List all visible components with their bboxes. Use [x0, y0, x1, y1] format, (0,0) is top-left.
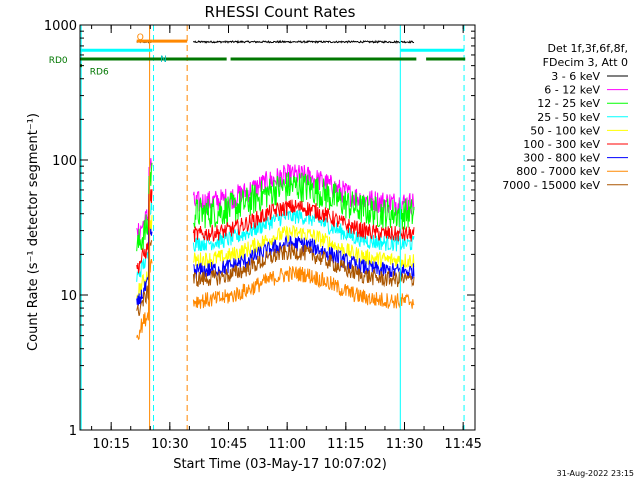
- footer-timestamp: 31-Aug-2022 23:15: [557, 469, 634, 478]
- legend-entry-label: 12 - 25 keV: [537, 97, 600, 110]
- legend-entry-label: 25 - 50 keV: [537, 111, 600, 124]
- legend-entry-label: 100 - 300 keV: [523, 138, 600, 151]
- legend-entry-label: 50 - 100 keV: [530, 124, 600, 137]
- y-axis: 1 10 100 1000: [44, 19, 475, 439]
- legend-header-2: FDecim 3, Att 0: [543, 56, 628, 69]
- x-tick-label: 11:45: [444, 437, 481, 452]
- legend: Det 1f,3f,6f,8f, FDecim 3, Att 0 3 - 6 k…: [502, 42, 628, 192]
- legend-entry-label: 800 - 7000 keV: [516, 165, 600, 178]
- y-tick-label: 10: [60, 289, 77, 304]
- x-tick-label: 10:45: [210, 437, 247, 452]
- flag-label: RD6: [90, 68, 109, 78]
- y-axis-label: Count Rate (s⁻¹ detector segment⁻¹): [26, 113, 41, 351]
- x-tick-label: 10:30: [151, 437, 188, 452]
- flag-label: Q: [137, 33, 144, 43]
- x-axis-label: Start Time (03-May-17 10:07:02): [173, 457, 387, 472]
- legend-header-1: Det 1f,3f,6f,8f,: [547, 42, 628, 55]
- legend-entry-label: 7000 - 15000 keV: [502, 179, 600, 192]
- plot-frame: [79, 24, 476, 431]
- y-tick-label: 1000: [44, 19, 77, 34]
- series-line-1: [193, 39, 415, 44]
- y-tick-label: 1: [69, 424, 77, 439]
- x-tick-label: 10:15: [92, 437, 129, 452]
- series-line-7: [193, 235, 415, 280]
- y-tick-label: 100: [52, 154, 77, 169]
- flag-label: N: [160, 55, 167, 65]
- x-tick-label: 11:15: [327, 437, 364, 452]
- legend-entry-label: 3 - 6 keV: [551, 70, 600, 83]
- x-tick-label: 11:30: [386, 437, 423, 452]
- x-axis: 10:15 10:30 10:45 11:00 11:15 11:30 11:45: [91, 25, 482, 452]
- chart-title: RHESSI Count Rates: [205, 3, 356, 21]
- legend-entry-label: 300 - 800 keV: [523, 152, 600, 165]
- series-line-5: [192, 224, 415, 269]
- legend-entry-label: 6 - 12 keV: [544, 84, 600, 97]
- series-line-6: [192, 199, 415, 243]
- series-line-4: [192, 207, 415, 252]
- series-line-9: [192, 243, 415, 288]
- x-tick-label: 11:00: [268, 437, 305, 452]
- series-line-3: [192, 172, 415, 230]
- plot-area: RD0 RD6 N Q: [49, 25, 466, 430]
- flag-label: RD0: [49, 56, 68, 66]
- series-line-8: [192, 265, 415, 309]
